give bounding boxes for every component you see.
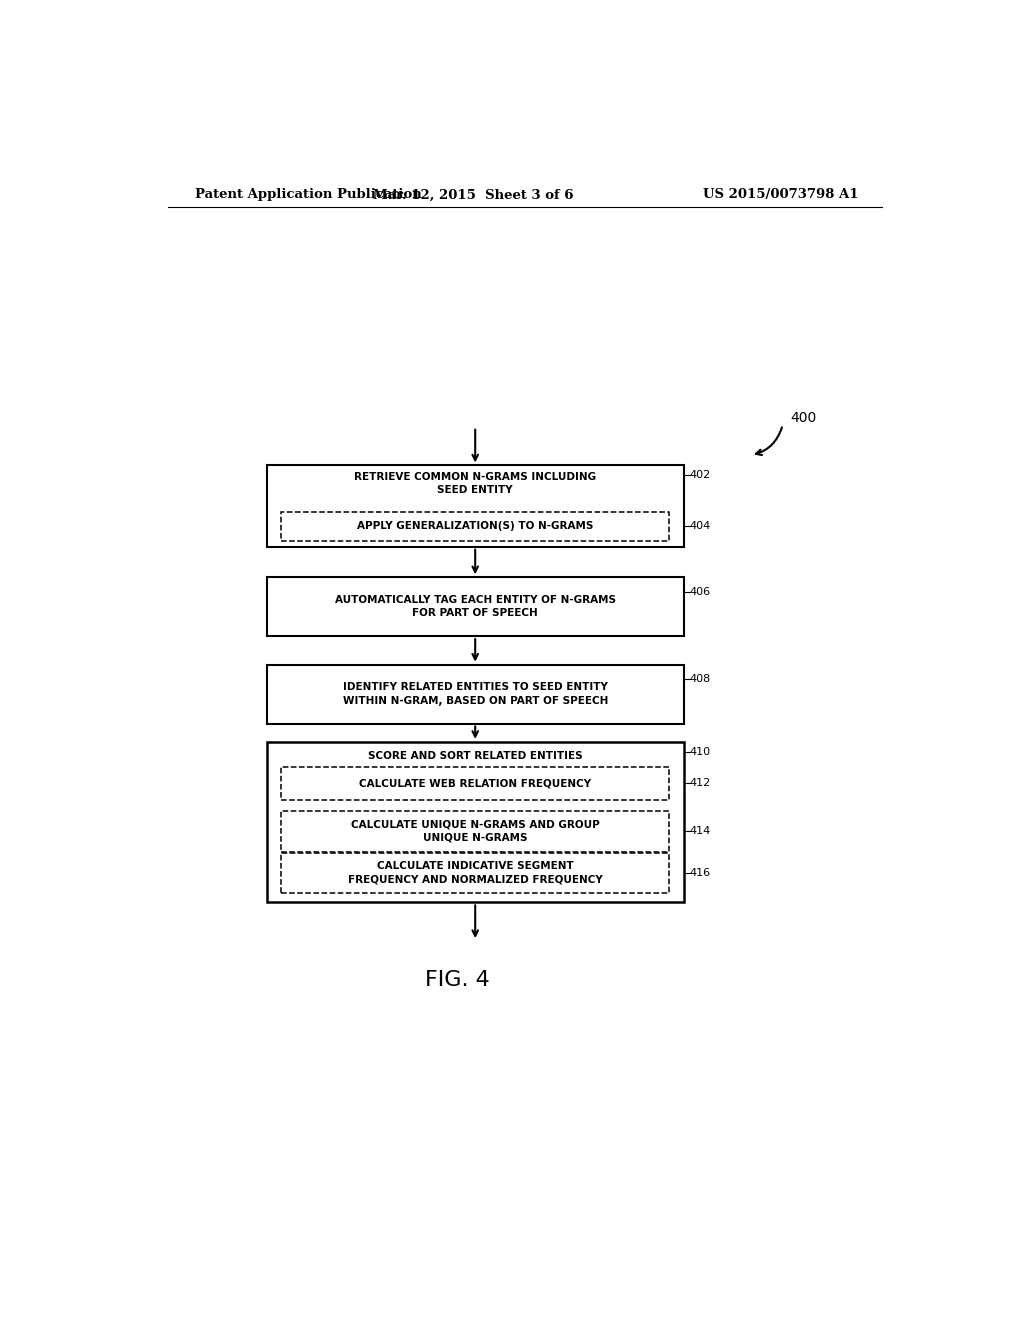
- Text: 400: 400: [791, 411, 817, 425]
- Text: RETRIEVE COMMON N-GRAMS INCLUDING
SEED ENTITY: RETRIEVE COMMON N-GRAMS INCLUDING SEED E…: [354, 471, 596, 495]
- Text: 414: 414: [690, 826, 711, 837]
- Text: 404: 404: [690, 521, 711, 532]
- FancyBboxPatch shape: [282, 767, 670, 800]
- Text: CALCULATE WEB RELATION FREQUENCY: CALCULATE WEB RELATION FREQUENCY: [359, 779, 591, 788]
- Text: 410: 410: [690, 747, 711, 756]
- Text: APPLY GENERALIZATION(S) TO N-GRAMS: APPLY GENERALIZATION(S) TO N-GRAMS: [357, 521, 593, 532]
- FancyBboxPatch shape: [267, 466, 684, 546]
- Text: 412: 412: [690, 779, 711, 788]
- Text: AUTOMATICALLY TAG EACH ENTITY OF N-GRAMS
FOR PART OF SPEECH: AUTOMATICALLY TAG EACH ENTITY OF N-GRAMS…: [335, 595, 615, 618]
- Text: US 2015/0073798 A1: US 2015/0073798 A1: [702, 189, 858, 202]
- Text: 416: 416: [690, 869, 711, 878]
- Text: SCORE AND SORT RELATED ENTITIES: SCORE AND SORT RELATED ENTITIES: [368, 751, 583, 762]
- Text: 406: 406: [690, 587, 711, 597]
- Text: 408: 408: [690, 675, 711, 684]
- FancyBboxPatch shape: [282, 512, 670, 541]
- FancyBboxPatch shape: [282, 810, 670, 851]
- Text: Mar. 12, 2015  Sheet 3 of 6: Mar. 12, 2015 Sheet 3 of 6: [373, 189, 573, 202]
- Text: 402: 402: [690, 470, 711, 480]
- Text: IDENTIFY RELATED ENTITIES TO SEED ENTITY
WITHIN N-GRAM, BASED ON PART OF SPEECH: IDENTIFY RELATED ENTITIES TO SEED ENTITY…: [342, 682, 608, 706]
- FancyBboxPatch shape: [267, 577, 684, 636]
- Text: FIG. 4: FIG. 4: [425, 970, 489, 990]
- Text: CALCULATE INDICATIVE SEGMENT
FREQUENCY AND NORMALIZED FREQUENCY: CALCULATE INDICATIVE SEGMENT FREQUENCY A…: [348, 862, 602, 884]
- Text: Patent Application Publication: Patent Application Publication: [196, 189, 422, 202]
- Text: CALCULATE UNIQUE N-GRAMS AND GROUP
UNIQUE N-GRAMS: CALCULATE UNIQUE N-GRAMS AND GROUP UNIQU…: [351, 820, 600, 843]
- FancyBboxPatch shape: [267, 664, 684, 723]
- FancyBboxPatch shape: [267, 742, 684, 903]
- FancyBboxPatch shape: [282, 853, 670, 894]
